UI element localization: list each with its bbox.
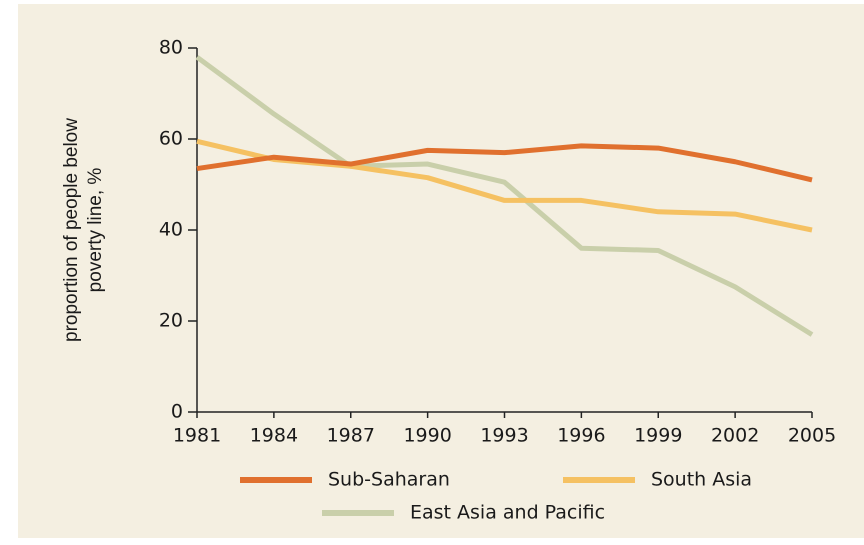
x-tick-label: 1987 bbox=[327, 425, 375, 447]
y-tick-label: 60 bbox=[159, 128, 183, 150]
y-axis-label: proportion of people below poverty line,… bbox=[61, 118, 106, 342]
x-tick-label: 2005 bbox=[788, 425, 836, 447]
x-tick-label: 2002 bbox=[711, 425, 759, 447]
x-tick-label: 1999 bbox=[634, 425, 682, 447]
background bbox=[18, 4, 864, 538]
x-tick-label: 1981 bbox=[173, 425, 221, 447]
legend-label: East Asia and Pacific bbox=[410, 502, 605, 524]
series-line bbox=[196, 143, 813, 183]
x-tick-label: 1984 bbox=[250, 425, 298, 447]
y-tick-label: 40 bbox=[159, 219, 183, 241]
series-line bbox=[195, 55, 814, 337]
y-tick-label: 20 bbox=[159, 310, 183, 332]
y-axis-label-line: poverty line, % bbox=[85, 168, 106, 293]
x-tick-label: 1990 bbox=[403, 425, 451, 447]
legend-label: South Asia bbox=[651, 469, 752, 491]
x-tick-label: 1996 bbox=[557, 425, 605, 447]
y-tick-label: 80 bbox=[159, 37, 183, 59]
y-axis-label-line: proportion of people below bbox=[61, 118, 82, 342]
legend-label: Sub-Saharan bbox=[328, 469, 450, 491]
y-tick-label: 0 bbox=[171, 401, 183, 423]
x-tick-label: 1993 bbox=[480, 425, 528, 447]
